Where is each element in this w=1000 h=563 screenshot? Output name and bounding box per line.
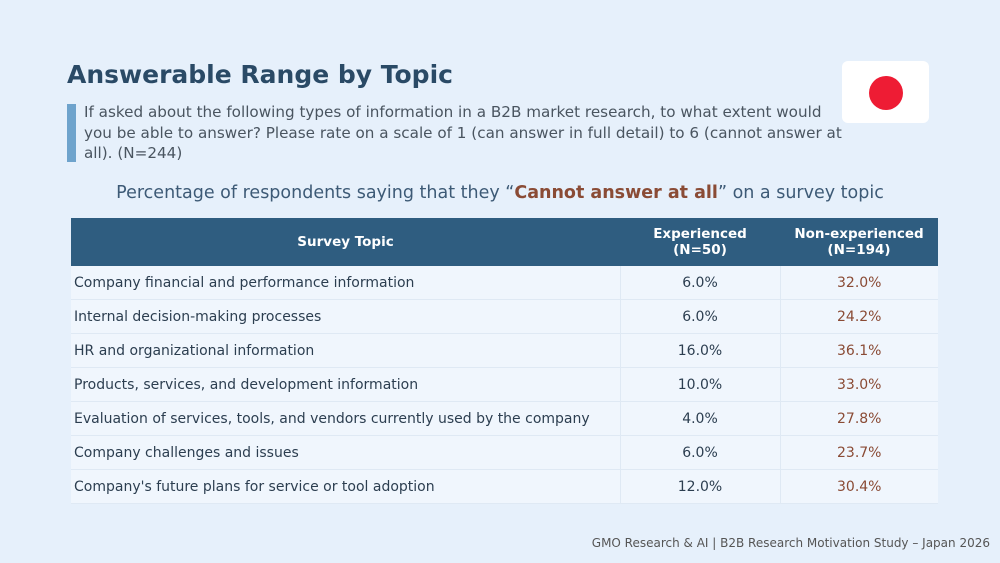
experienced-cell: 6.0% bbox=[619, 435, 780, 470]
experienced-label: Experienced bbox=[653, 226, 747, 242]
experienced-cell: 6.0% bbox=[619, 299, 780, 334]
question-text: If asked about the following types of in… bbox=[84, 103, 842, 162]
experienced-cell: 6.0% bbox=[619, 266, 780, 300]
topic-cell: Products, services, and development info… bbox=[71, 367, 620, 402]
experienced-cell: 10.0% bbox=[619, 367, 780, 402]
subtitle-accent-bar bbox=[67, 104, 76, 162]
table-row: Company's future plans for service or to… bbox=[71, 469, 938, 504]
results-table: Survey Topic Experienced (N=50) Non-expe… bbox=[71, 218, 938, 504]
topic-cell: Internal decision-making processes bbox=[71, 299, 620, 334]
table-heading: Percentage of respondents saying that th… bbox=[0, 183, 1000, 203]
topic-cell: Company challenges and issues bbox=[71, 435, 620, 470]
table-row: Internal decision-making processes 6.0% 24… bbox=[71, 299, 938, 334]
page-title: Answerable Range by Topic bbox=[67, 60, 453, 89]
heading-emphasis: Cannot answer at all bbox=[514, 183, 718, 203]
heading-pre: Percentage of respondents saying that th… bbox=[116, 183, 515, 203]
japan-flag-icon bbox=[869, 76, 903, 110]
non-experienced-cell: 27.8% bbox=[779, 401, 938, 436]
experienced-cell: 4.0% bbox=[619, 401, 780, 436]
column-header-experienced: Experienced (N=50) bbox=[620, 218, 780, 266]
column-header-topic: Survey Topic bbox=[71, 218, 620, 266]
non-experienced-cell: 33.0% bbox=[779, 367, 938, 402]
non-experienced-cell: 23.7% bbox=[779, 435, 938, 470]
topic-cell: Company financial and performance inform… bbox=[71, 266, 620, 300]
topic-cell: Evaluation of services, tools, and vendo… bbox=[71, 401, 620, 436]
non-experienced-n: (N=194) bbox=[827, 242, 891, 258]
non-experienced-cell: 24.2% bbox=[779, 299, 938, 334]
table-row: Evaluation of services, tools, and vendo… bbox=[71, 401, 938, 436]
experienced-cell: 16.0% bbox=[619, 333, 780, 368]
experienced-n: (N=50) bbox=[673, 242, 727, 258]
table-row: Company financial and performance inform… bbox=[71, 266, 938, 300]
topic-cell: Company's future plans for service or to… bbox=[71, 469, 620, 504]
column-header-non-experienced: Non-experienced (N=194) bbox=[780, 218, 938, 266]
table-body: Company financial and performance inform… bbox=[71, 266, 938, 504]
non-experienced-label: Non-experienced bbox=[794, 226, 924, 242]
footer-source: GMO Research & AI | B2B Research Motivat… bbox=[591, 536, 990, 550]
topic-cell: HR and organizational information bbox=[71, 333, 620, 368]
table-row: Company challenges and issues 6.0% 23.7% bbox=[71, 435, 938, 470]
non-experienced-cell: 30.4% bbox=[779, 469, 938, 504]
non-experienced-cell: 32.0% bbox=[779, 266, 938, 300]
flag-card bbox=[842, 61, 929, 123]
table-row: Products, services, and development info… bbox=[71, 367, 938, 402]
table-row: HR and organizational information 16.0% 36… bbox=[71, 333, 938, 368]
experienced-cell: 12.0% bbox=[619, 469, 780, 504]
table-header-row: Survey Topic Experienced (N=50) Non-expe… bbox=[71, 218, 938, 266]
heading-post: ” on a survey topic bbox=[717, 183, 884, 203]
non-experienced-cell: 36.1% bbox=[779, 333, 938, 368]
